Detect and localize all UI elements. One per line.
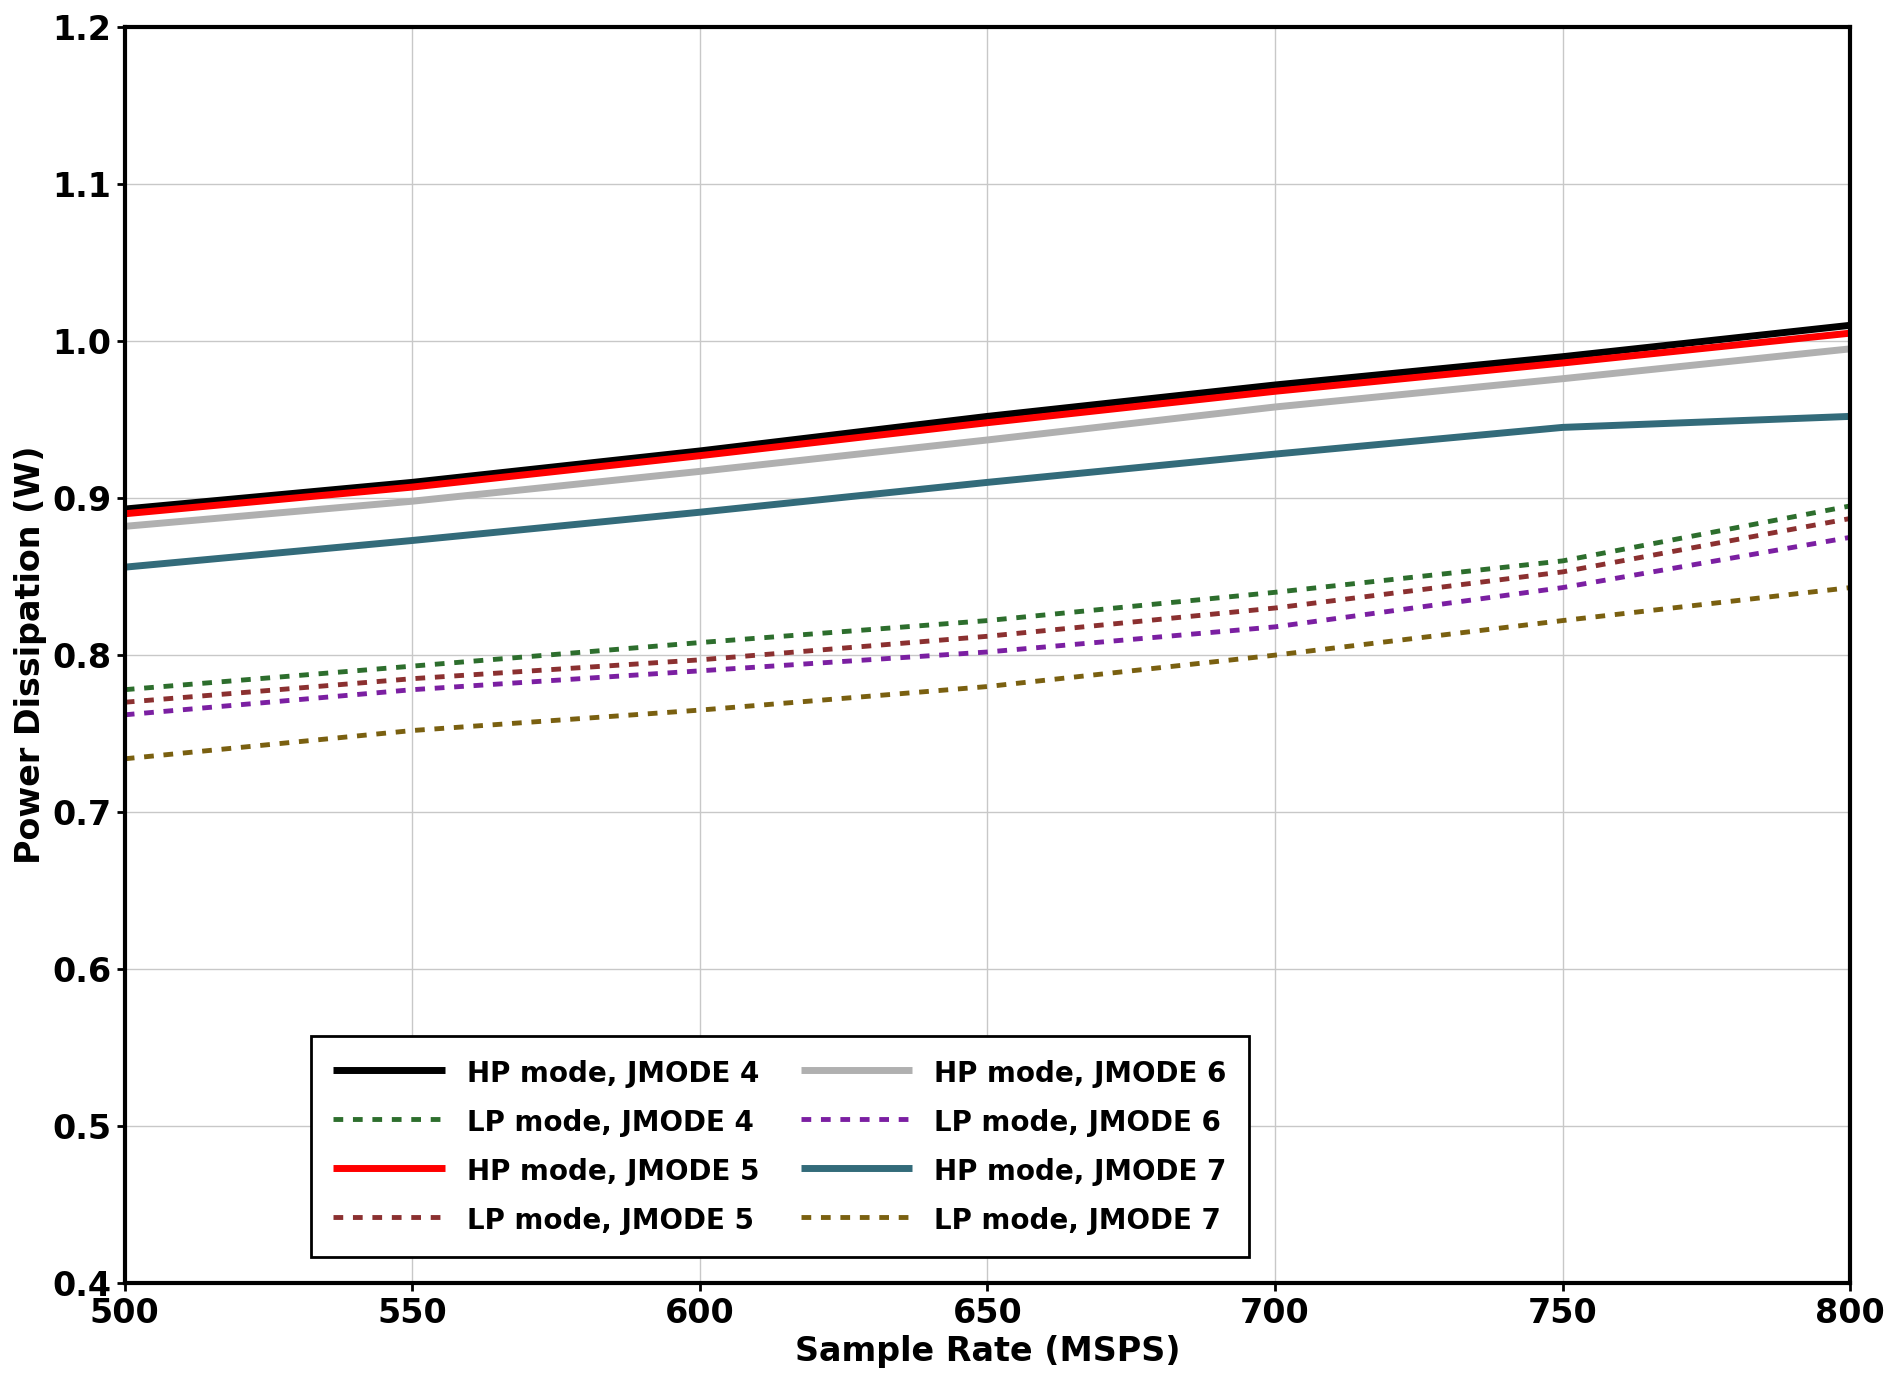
Y-axis label: Power Dissipation (W): Power Dissipation (W) <box>13 446 47 864</box>
Legend: HP mode, JMODE 4, LP mode, JMODE 4, HP mode, JMODE 5, LP mode, JMODE 5, HP mode,: HP mode, JMODE 4, LP mode, JMODE 4, HP m… <box>311 1035 1249 1256</box>
X-axis label: Sample Rate (MSPS): Sample Rate (MSPS) <box>795 1335 1181 1368</box>
